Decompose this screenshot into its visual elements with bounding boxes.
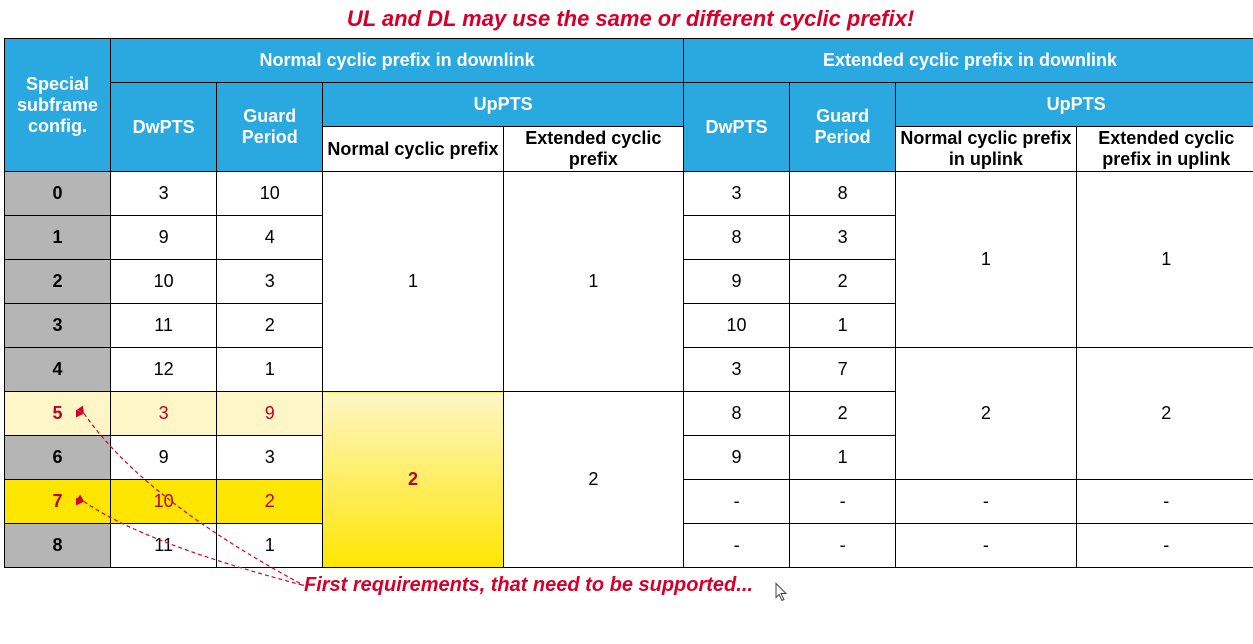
n-guard-cell: 3 — [217, 436, 323, 480]
n-dwpts-cell: 9 — [111, 436, 217, 480]
n-guard-cell: 9 — [217, 392, 323, 436]
n-guard-cell: 2 — [217, 480, 323, 524]
n-guard-cell: 3 — [217, 260, 323, 304]
e-guard-cell: - — [790, 524, 896, 568]
cfg-cell: 3 — [5, 304, 111, 348]
n-uppts-ecp-cell: 2 — [503, 392, 683, 568]
e-uppts-ecp-cell: - — [1076, 524, 1253, 568]
e-uppts-ecp-cell: - — [1076, 480, 1253, 524]
n-dwpts-cell: 11 — [111, 304, 217, 348]
n-guard-cell: 4 — [217, 216, 323, 260]
e-dwpts-cell: 3 — [684, 172, 790, 216]
e-uppts-ncp-cell: - — [896, 524, 1076, 568]
e-guard-cell: - — [790, 480, 896, 524]
e-dwpts-cell: 8 — [684, 392, 790, 436]
page-title: UL and DL may use the same or different … — [4, 6, 1253, 32]
hdr-e-uppts-ncp: Normal cyclic prefix in uplink — [896, 127, 1076, 172]
cfg-cell: 8 — [5, 524, 111, 568]
e-dwpts-cell: 3 — [684, 348, 790, 392]
hdr-e-guard: Guard Period — [790, 83, 896, 172]
hdr-e-uppts: UpPTS — [896, 83, 1253, 127]
cfg-cell: 5 — [5, 392, 111, 436]
e-uppts-ncp-cell: - — [896, 480, 1076, 524]
table-row: 0310113811 — [5, 172, 1253, 216]
n-guard-cell: 1 — [217, 524, 323, 568]
e-dwpts-cell: 8 — [684, 216, 790, 260]
n-dwpts-cell: 10 — [111, 260, 217, 304]
n-uppts-ncp-cell: 2 — [323, 392, 503, 568]
e-uppts-ecp-cell: 2 — [1076, 348, 1253, 480]
n-dwpts-cell: 12 — [111, 348, 217, 392]
hdr-ncp: Normal cyclic prefix in downlink — [111, 39, 684, 83]
e-dwpts-cell: 10 — [684, 304, 790, 348]
cfg-cell: 6 — [5, 436, 111, 480]
cfg-cell: 2 — [5, 260, 111, 304]
cfg-cell: 0 — [5, 172, 111, 216]
n-guard-cell: 1 — [217, 348, 323, 392]
e-uppts-ncp-cell: 2 — [896, 348, 1076, 480]
e-uppts-ncp-cell: 1 — [896, 172, 1076, 348]
n-dwpts-cell: 9 — [111, 216, 217, 260]
e-guard-cell: 2 — [790, 260, 896, 304]
hdr-e-uppts-ecp: Extended cyclic prefix in uplink — [1076, 127, 1253, 172]
e-dwpts-cell: - — [684, 524, 790, 568]
cfg-cell: 7 — [5, 480, 111, 524]
e-uppts-ecp-cell: 1 — [1076, 172, 1253, 348]
n-guard-cell: 2 — [217, 304, 323, 348]
n-dwpts-cell: 10 — [111, 480, 217, 524]
n-guard-cell: 10 — [217, 172, 323, 216]
e-dwpts-cell: 9 — [684, 260, 790, 304]
hdr-n-uppts-ecp: Extended cyclic prefix — [503, 127, 683, 172]
e-guard-cell: 1 — [790, 436, 896, 480]
config-table: Special subframe config. Normal cyclic p… — [4, 38, 1253, 568]
hdr-config: Special subframe config. — [5, 39, 111, 172]
hdr-ecp: Extended cyclic prefix in downlink — [684, 39, 1253, 83]
e-guard-cell: 1 — [790, 304, 896, 348]
n-dwpts-cell: 3 — [111, 172, 217, 216]
page-wrap: UL and DL may use the same or different … — [4, 6, 1253, 597]
hdr-n-guard: Guard Period — [217, 83, 323, 172]
e-guard-cell: 3 — [790, 216, 896, 260]
e-guard-cell: 7 — [790, 348, 896, 392]
cfg-cell: 1 — [5, 216, 111, 260]
n-uppts-ncp-cell: 1 — [323, 172, 503, 392]
hdr-n-uppts: UpPTS — [323, 83, 684, 127]
e-guard-cell: 2 — [790, 392, 896, 436]
e-guard-cell: 8 — [790, 172, 896, 216]
e-dwpts-cell: - — [684, 480, 790, 524]
hdr-e-dwpts: DwPTS — [684, 83, 790, 172]
annotation-text: First requirements, that need to be supp… — [304, 574, 1253, 597]
n-uppts-ecp-cell: 1 — [503, 172, 683, 392]
n-dwpts-cell: 3 — [111, 392, 217, 436]
hdr-n-dwpts: DwPTS — [111, 83, 217, 172]
hdr-n-uppts-ncp: Normal cyclic prefix — [323, 127, 503, 172]
n-dwpts-cell: 11 — [111, 524, 217, 568]
cfg-cell: 4 — [5, 348, 111, 392]
e-dwpts-cell: 9 — [684, 436, 790, 480]
